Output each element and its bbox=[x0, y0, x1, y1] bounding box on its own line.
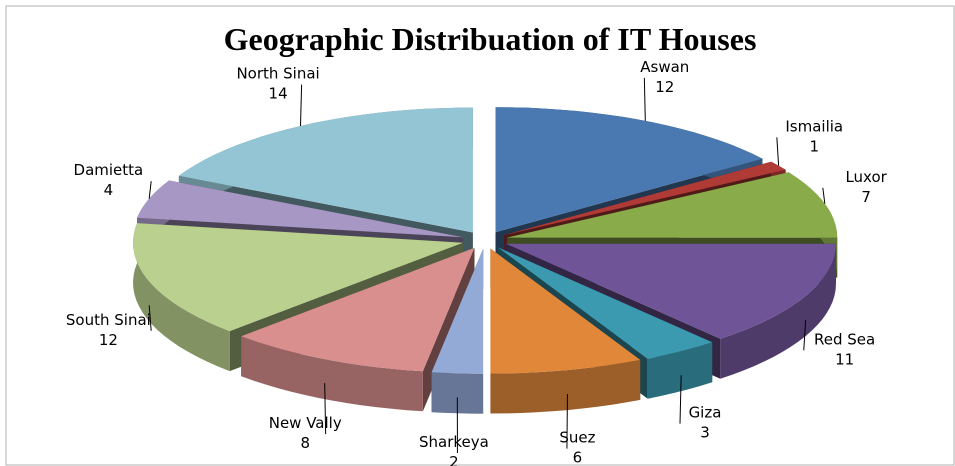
pie bbox=[133, 107, 838, 414]
data-label-value: 12 bbox=[655, 78, 674, 96]
data-label-value: 12 bbox=[99, 331, 118, 349]
slice-wall bbox=[647, 342, 713, 399]
slice bbox=[178, 107, 473, 233]
slice bbox=[507, 172, 838, 238]
slice bbox=[504, 161, 786, 236]
slice bbox=[431, 248, 484, 374]
slice bbox=[133, 223, 463, 332]
slice bbox=[490, 248, 641, 374]
slice bbox=[497, 247, 713, 359]
slice-wall bbox=[490, 359, 641, 414]
data-label-name: Luxor bbox=[845, 168, 887, 186]
slice bbox=[495, 107, 763, 233]
data-label-name: Ismailia bbox=[785, 117, 843, 135]
data-label-value: 11 bbox=[835, 350, 854, 368]
data-label-value: 6 bbox=[573, 449, 583, 466]
leader-line bbox=[324, 383, 327, 435]
slice-wall bbox=[133, 223, 230, 372]
slice-wall bbox=[720, 243, 836, 379]
data-label-value: 14 bbox=[269, 85, 288, 103]
chart-title: Geographic Distribuation of IT Houses bbox=[224, 21, 757, 57]
leader-line bbox=[803, 319, 807, 351]
data-label-name: Sharkeya bbox=[419, 433, 489, 451]
leader-line bbox=[148, 181, 152, 199]
data-label-name: North Sinai bbox=[236, 65, 319, 83]
data-label-name: Suez bbox=[559, 429, 595, 447]
data-label-value: 4 bbox=[104, 181, 114, 199]
slice-group bbox=[490, 248, 641, 414]
data-label-name: New Vally bbox=[269, 414, 342, 432]
data-label-value: 7 bbox=[861, 188, 871, 206]
slice bbox=[241, 247, 475, 372]
slice-group bbox=[431, 248, 484, 414]
data-label-name: Giza bbox=[689, 404, 722, 422]
leader-line bbox=[776, 137, 780, 166]
leader-line bbox=[148, 305, 152, 331]
leader-line bbox=[822, 187, 826, 204]
slice bbox=[137, 180, 463, 238]
data-label-name: Damietta bbox=[74, 161, 144, 179]
slice-wall bbox=[241, 336, 423, 412]
slice-wall bbox=[431, 372, 484, 414]
data-label-value: 1 bbox=[809, 137, 819, 155]
data-label-value: 3 bbox=[700, 424, 710, 442]
leader-line bbox=[679, 375, 682, 424]
slice bbox=[506, 243, 836, 339]
data-label-value: 8 bbox=[300, 434, 310, 452]
data-label-value: 2 bbox=[449, 453, 459, 466]
data-label-name: Red Sea bbox=[814, 330, 875, 348]
leader-line bbox=[300, 84, 303, 126]
leader-line bbox=[643, 77, 646, 121]
data-label-name: Aswan bbox=[640, 58, 689, 76]
data-label-name: South Sinai bbox=[66, 311, 151, 329]
